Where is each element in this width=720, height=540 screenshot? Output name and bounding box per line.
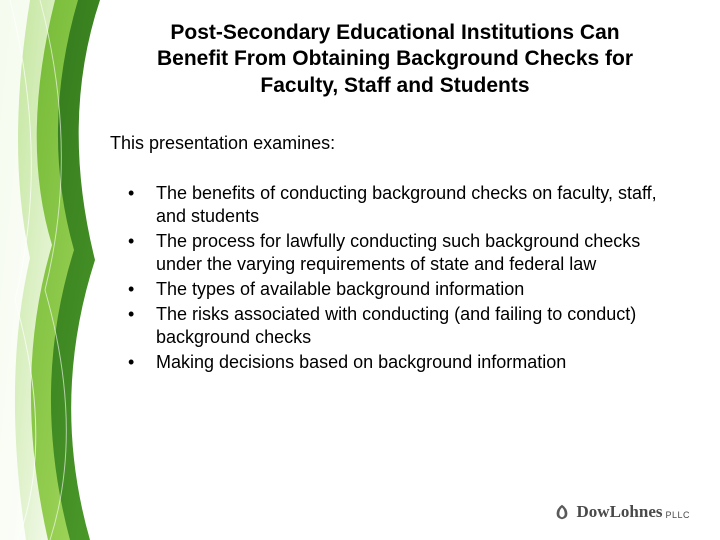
logo-suffix: PLLC <box>665 510 690 522</box>
slide-title: Post-Secondary Educational Institutions … <box>145 20 645 99</box>
list-item: Making decisions based on background inf… <box>128 351 680 374</box>
list-item: The benefits of conducting background ch… <box>128 182 680 228</box>
list-item: The types of available background inform… <box>128 278 680 301</box>
intro-text: This presentation examines: <box>110 133 680 154</box>
sidebar-decoration <box>0 0 100 540</box>
list-item: The process for lawfully conducting such… <box>128 230 680 276</box>
slide: Post-Secondary Educational Institutions … <box>0 0 720 540</box>
footer-logo: DowLohnes PLLC <box>553 502 690 522</box>
bullet-list: The benefits of conducting background ch… <box>110 182 680 374</box>
logo-text: DowLohnes <box>577 502 663 522</box>
logo-mark-icon <box>553 503 571 521</box>
content-area: Post-Secondary Educational Institutions … <box>110 20 680 376</box>
list-item: The risks associated with conducting (an… <box>128 303 680 349</box>
